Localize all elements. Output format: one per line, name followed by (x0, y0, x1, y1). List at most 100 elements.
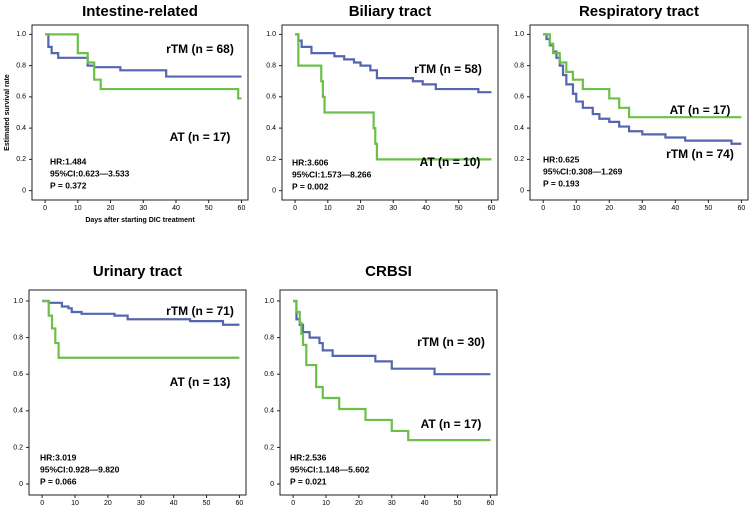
series-label: rTM (n = 71) (166, 304, 234, 318)
y-tick-label: 0.4 (264, 408, 274, 415)
chart-title: Intestine-related (82, 3, 198, 20)
plot-frame (281, 24, 499, 201)
x-tick-label: 30 (389, 205, 397, 212)
x-tick-label: 20 (605, 205, 613, 212)
survival-curve (295, 33, 492, 161)
y-tick-label: 1.0 (264, 298, 274, 305)
x-tick-label: 20 (355, 500, 363, 507)
y-tick-label: 0.4 (266, 125, 276, 132)
x-axis-label: Days after starting DIC treatment (85, 217, 195, 224)
x-tick-label: 40 (172, 205, 180, 212)
survival-curve (293, 299, 491, 442)
series-label: AT (n = 17) (170, 130, 231, 144)
plot-frame (31, 24, 249, 201)
x-tick-label: 0 (291, 500, 295, 507)
x-tick-label: 20 (107, 205, 115, 212)
x-tick-label: 40 (422, 205, 430, 212)
y-tick-label: 0.6 (16, 94, 26, 101)
y-tick-label: 0 (19, 481, 23, 488)
y-tick-label: 0.4 (13, 408, 23, 415)
x-tick-label: 10 (322, 500, 330, 507)
stat-annotation: 95%CI:1.148—5.602 (290, 464, 370, 474)
survival-curve (295, 33, 492, 94)
y-tick-label: 1.0 (16, 31, 26, 38)
series-label: AT (n = 17) (670, 103, 731, 117)
x-tick-label: 60 (488, 205, 496, 212)
x-tick-label: 50 (454, 500, 462, 507)
y-tick-label: 0.6 (266, 94, 276, 101)
chart-title: Urinary tract (93, 263, 182, 280)
y-tick-label: 0 (520, 187, 524, 194)
x-tick-label: 30 (139, 205, 147, 212)
survival-curve (45, 33, 242, 100)
y-tick-label: 0.6 (13, 371, 23, 378)
stat-annotation: HR:0.625 (543, 154, 580, 164)
stat-annotation: 95%CI:0.928—9.820 (40, 464, 120, 474)
y-tick-label: 0 (272, 187, 276, 194)
survival-curve (543, 33, 742, 145)
stat-annotation: 95%CI:0.308—1.269 (543, 166, 623, 176)
stat-annotation: P = 0.372 (50, 180, 87, 190)
stat-annotation: HR:2.536 (290, 452, 327, 462)
x-tick-label: 60 (238, 205, 246, 212)
y-tick-label: 0.4 (514, 125, 524, 132)
y-tick-label: 1.0 (13, 298, 23, 305)
y-tick-label: 0.6 (514, 94, 524, 101)
x-tick-label: 40 (421, 500, 429, 507)
stat-annotation: HR:3.606 (292, 157, 329, 167)
x-tick-label: 20 (357, 205, 365, 212)
y-tick-label: 0.8 (16, 62, 26, 69)
x-tick-label: 0 (43, 205, 47, 212)
stat-annotation: P = 0.066 (40, 476, 77, 486)
x-tick-label: 50 (203, 500, 211, 507)
x-tick-label: 10 (324, 205, 332, 212)
x-tick-label: 20 (104, 500, 112, 507)
series-label: AT (n = 13) (170, 375, 231, 389)
stat-annotation: P = 0.021 (290, 476, 327, 486)
y-tick-label: 0.4 (16, 125, 26, 132)
y-tick-label: 0.2 (13, 444, 23, 451)
series-label: rTM (n = 30) (417, 335, 485, 349)
x-tick-label: 10 (572, 205, 580, 212)
plot-frame (28, 289, 247, 496)
stat-annotation: P = 0.193 (543, 178, 580, 188)
stat-annotation: HR:1.484 (50, 156, 87, 166)
x-tick-label: 50 (205, 205, 213, 212)
y-tick-label: 0.8 (13, 334, 23, 341)
x-tick-label: 30 (388, 500, 396, 507)
series-label: rTM (n = 74) (666, 147, 734, 161)
y-tick-label: 0.2 (514, 156, 524, 163)
x-tick-label: 50 (455, 205, 463, 212)
y-tick-label: 0.8 (264, 334, 274, 341)
stat-annotation: HR:3.019 (40, 452, 77, 462)
y-tick-label: 0.2 (266, 156, 276, 163)
plot-frame (279, 289, 498, 496)
x-tick-label: 60 (236, 500, 244, 507)
survival-curve (543, 33, 742, 119)
chart-title: Biliary tract (349, 3, 432, 20)
stat-annotation: 95%CI:1.573—8.266 (292, 169, 372, 179)
plot-frame (529, 24, 749, 201)
x-tick-label: 30 (638, 205, 646, 212)
y-tick-label: 0.8 (266, 62, 276, 69)
series-label: rTM (n = 68) (166, 42, 234, 56)
y-tick-label: 0.2 (16, 156, 26, 163)
survival-curve (42, 299, 240, 359)
x-tick-label: 0 (40, 500, 44, 507)
series-label: rTM (n = 58) (414, 62, 482, 76)
y-tick-label: 1.0 (514, 31, 524, 38)
x-tick-label: 10 (71, 500, 79, 507)
y-tick-label: 0.2 (264, 444, 274, 451)
x-tick-label: 30 (137, 500, 145, 507)
series-label: AT (n = 10) (420, 155, 481, 169)
y-tick-label: 0.6 (264, 371, 274, 378)
x-tick-label: 10 (74, 205, 82, 212)
chart-title: CRBSI (365, 263, 412, 280)
x-tick-label: 0 (541, 205, 545, 212)
y-tick-label: 0 (22, 187, 26, 194)
x-tick-label: 60 (487, 500, 495, 507)
y-axis-label: Estimated survival rate (4, 74, 11, 151)
stat-annotation: P = 0.002 (292, 181, 329, 191)
stat-annotation: 95%CI:0.623—3.533 (50, 168, 130, 178)
